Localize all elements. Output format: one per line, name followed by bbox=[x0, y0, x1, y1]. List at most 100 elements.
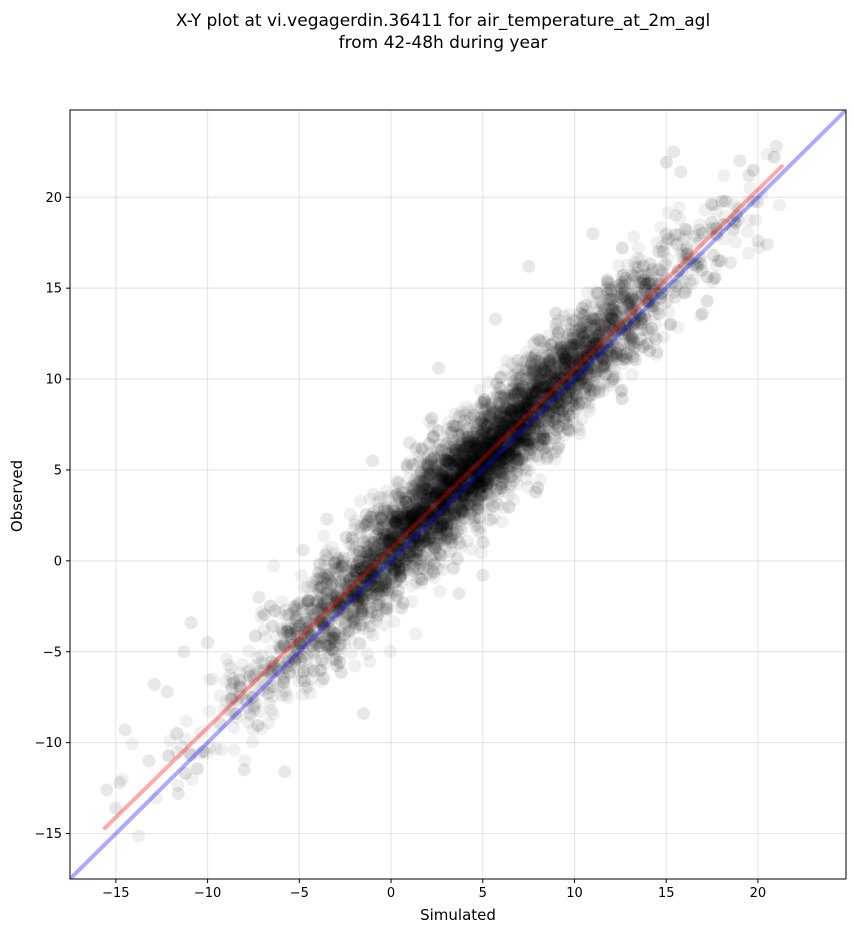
scatter-point bbox=[252, 665, 266, 678]
scatter-point bbox=[408, 543, 422, 557]
scatter-point bbox=[585, 340, 599, 354]
scatter-point bbox=[572, 397, 586, 411]
scatter-point bbox=[461, 457, 474, 471]
scatter-point bbox=[500, 444, 514, 458]
scatter-point bbox=[545, 363, 559, 376]
scatter-point bbox=[171, 778, 185, 792]
scatter-point bbox=[447, 527, 461, 541]
scatter-point bbox=[556, 369, 570, 383]
scatter-point bbox=[566, 406, 580, 420]
scatter-point bbox=[446, 474, 460, 488]
scatter-point bbox=[467, 468, 481, 482]
scatter-point bbox=[456, 464, 470, 478]
scatter-point bbox=[352, 593, 365, 607]
scatter-point bbox=[509, 452, 523, 465]
scatter-point bbox=[440, 422, 454, 436]
scatter-point bbox=[560, 385, 574, 399]
scatter-point bbox=[402, 520, 416, 534]
scatter-point bbox=[444, 475, 457, 489]
scatter-point bbox=[448, 492, 462, 506]
scatter-points bbox=[100, 139, 787, 843]
scatter-point bbox=[422, 492, 436, 506]
scatter-point bbox=[462, 449, 476, 463]
scatter-point bbox=[567, 369, 581, 383]
scatter-point bbox=[300, 648, 314, 661]
scatter-point bbox=[521, 417, 534, 431]
scatter-point bbox=[592, 303, 606, 317]
scatter-point bbox=[493, 427, 507, 441]
scatter-point bbox=[453, 420, 467, 434]
scatter-point bbox=[510, 426, 524, 440]
scatter-point bbox=[260, 664, 274, 678]
scatter-point bbox=[590, 338, 604, 352]
scatter-point bbox=[450, 486, 464, 500]
scatter-point bbox=[553, 337, 567, 350]
scatter-point bbox=[302, 629, 316, 643]
scatter-point bbox=[506, 393, 520, 407]
scatter-point bbox=[262, 666, 276, 680]
scatter-point bbox=[507, 422, 521, 436]
scatter-point bbox=[477, 456, 491, 470]
scatter-point bbox=[493, 424, 507, 438]
scatter-point bbox=[409, 508, 423, 522]
scatter-point bbox=[560, 378, 574, 392]
chart-title-line-1: X-Y plot at vi.vegagerdin.36411 for air_… bbox=[176, 11, 710, 31]
scatter-point bbox=[568, 340, 582, 354]
scatter-point bbox=[449, 485, 463, 499]
scatter-point bbox=[522, 414, 536, 428]
scatter-point bbox=[480, 417, 494, 431]
scatter-point bbox=[274, 621, 288, 635]
scatter-point bbox=[422, 532, 436, 546]
scatter-point bbox=[566, 315, 580, 328]
scatter-point bbox=[275, 689, 289, 703]
scatter-point bbox=[541, 388, 555, 402]
scatter-point bbox=[484, 467, 498, 480]
scatter-point bbox=[601, 310, 614, 324]
scatter-point bbox=[621, 285, 635, 299]
scatter-point bbox=[522, 382, 536, 396]
scatter-point bbox=[557, 360, 571, 374]
scatter-point bbox=[541, 396, 555, 410]
scatter-point bbox=[581, 356, 595, 370]
scatter-point bbox=[618, 320, 632, 334]
scatter-point bbox=[614, 338, 628, 352]
scatter-point bbox=[502, 430, 515, 444]
scatter-point bbox=[371, 575, 385, 589]
scatter-point bbox=[424, 502, 438, 516]
scatter-point bbox=[384, 553, 398, 567]
scatter-point bbox=[553, 367, 567, 381]
scatter-point bbox=[444, 507, 458, 521]
scatter-point bbox=[375, 551, 389, 565]
scatter-point bbox=[452, 486, 466, 500]
scatter-point bbox=[572, 423, 586, 436]
scatter-point bbox=[297, 581, 311, 595]
scatter-point bbox=[292, 622, 305, 636]
scatter-point bbox=[494, 424, 508, 438]
scatter-point bbox=[401, 514, 415, 528]
scatter-point bbox=[389, 574, 403, 588]
scatter-point bbox=[523, 409, 537, 423]
scatter-point bbox=[472, 468, 486, 482]
scatter-point bbox=[432, 493, 446, 507]
scatter-point bbox=[519, 413, 533, 427]
scatter-point bbox=[492, 410, 506, 424]
scatter-point bbox=[289, 613, 303, 627]
scatter-point bbox=[552, 397, 566, 411]
scatter-point bbox=[483, 513, 497, 527]
scatter-point bbox=[425, 510, 439, 524]
scatter-point bbox=[623, 320, 637, 334]
scatter-point bbox=[475, 498, 489, 512]
scatter-point bbox=[401, 503, 415, 517]
scatter-point bbox=[243, 706, 257, 720]
scatter-point bbox=[539, 432, 553, 446]
scatter-point bbox=[328, 546, 342, 560]
scatter-point bbox=[433, 471, 447, 484]
scatter-point bbox=[487, 405, 501, 419]
scatter-point bbox=[383, 577, 396, 591]
scatter-point bbox=[233, 687, 247, 701]
scatter-point bbox=[530, 384, 544, 398]
scatter-point bbox=[514, 418, 528, 432]
scatter-point bbox=[618, 326, 632, 340]
scatter-point bbox=[493, 415, 506, 429]
scatter-point bbox=[727, 198, 741, 212]
